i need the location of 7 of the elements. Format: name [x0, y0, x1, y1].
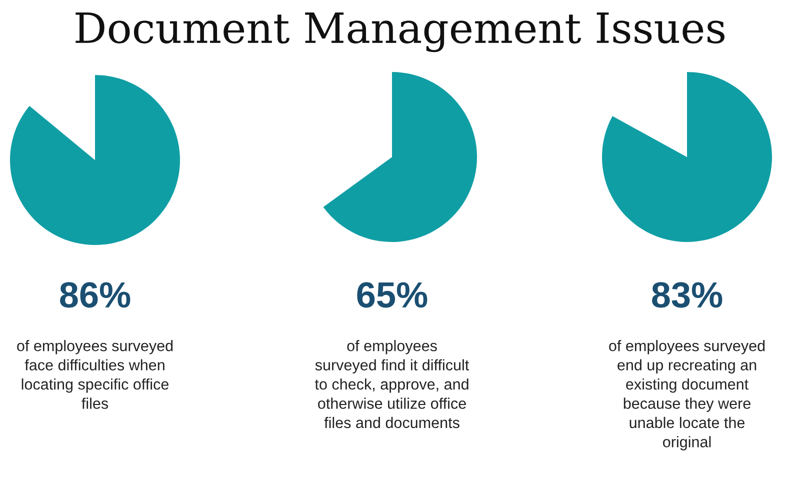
text: of employees surveyed face difficulties when locating specific office files [17, 340, 173, 409]
data-label: 86% [60, 282, 130, 308]
text: Document Management Issues [76, 12, 724, 52]
text: of employees surveyed end up recreating an existing document because they were unable locate the original [609, 340, 765, 450]
data-label: 83% [652, 282, 722, 308]
text: of employees surveyed find it difficult to check, approve, and otherwise utilize office files and documents [314, 340, 470, 428]
data-label: 65% [357, 282, 428, 308]
